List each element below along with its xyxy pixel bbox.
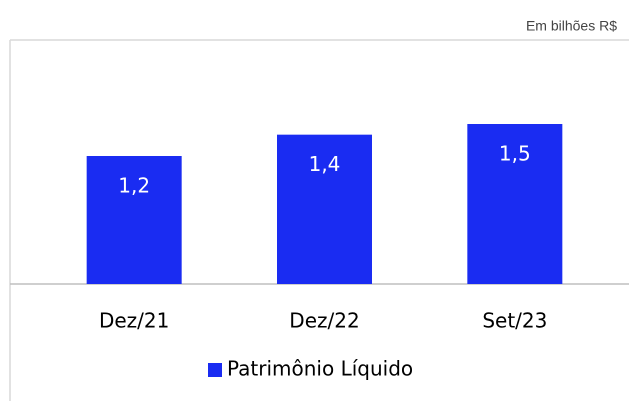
bar-value-label: 1,4 [309,152,341,176]
legend-swatch [208,363,222,377]
bar [277,134,372,284]
x-tick-label: Set/23 [482,309,547,333]
x-tick-label: Dez/21 [99,309,169,333]
bar [86,156,182,284]
legend-label: Patrimônio Líquido [227,357,413,381]
chart-subtitle: Em bilhões R$ [526,18,617,34]
bar-value-label: 1,2 [118,174,150,198]
x-tick-label: Dez/22 [289,309,359,333]
bar-value-label: 1,5 [499,142,531,166]
bar [467,124,563,284]
